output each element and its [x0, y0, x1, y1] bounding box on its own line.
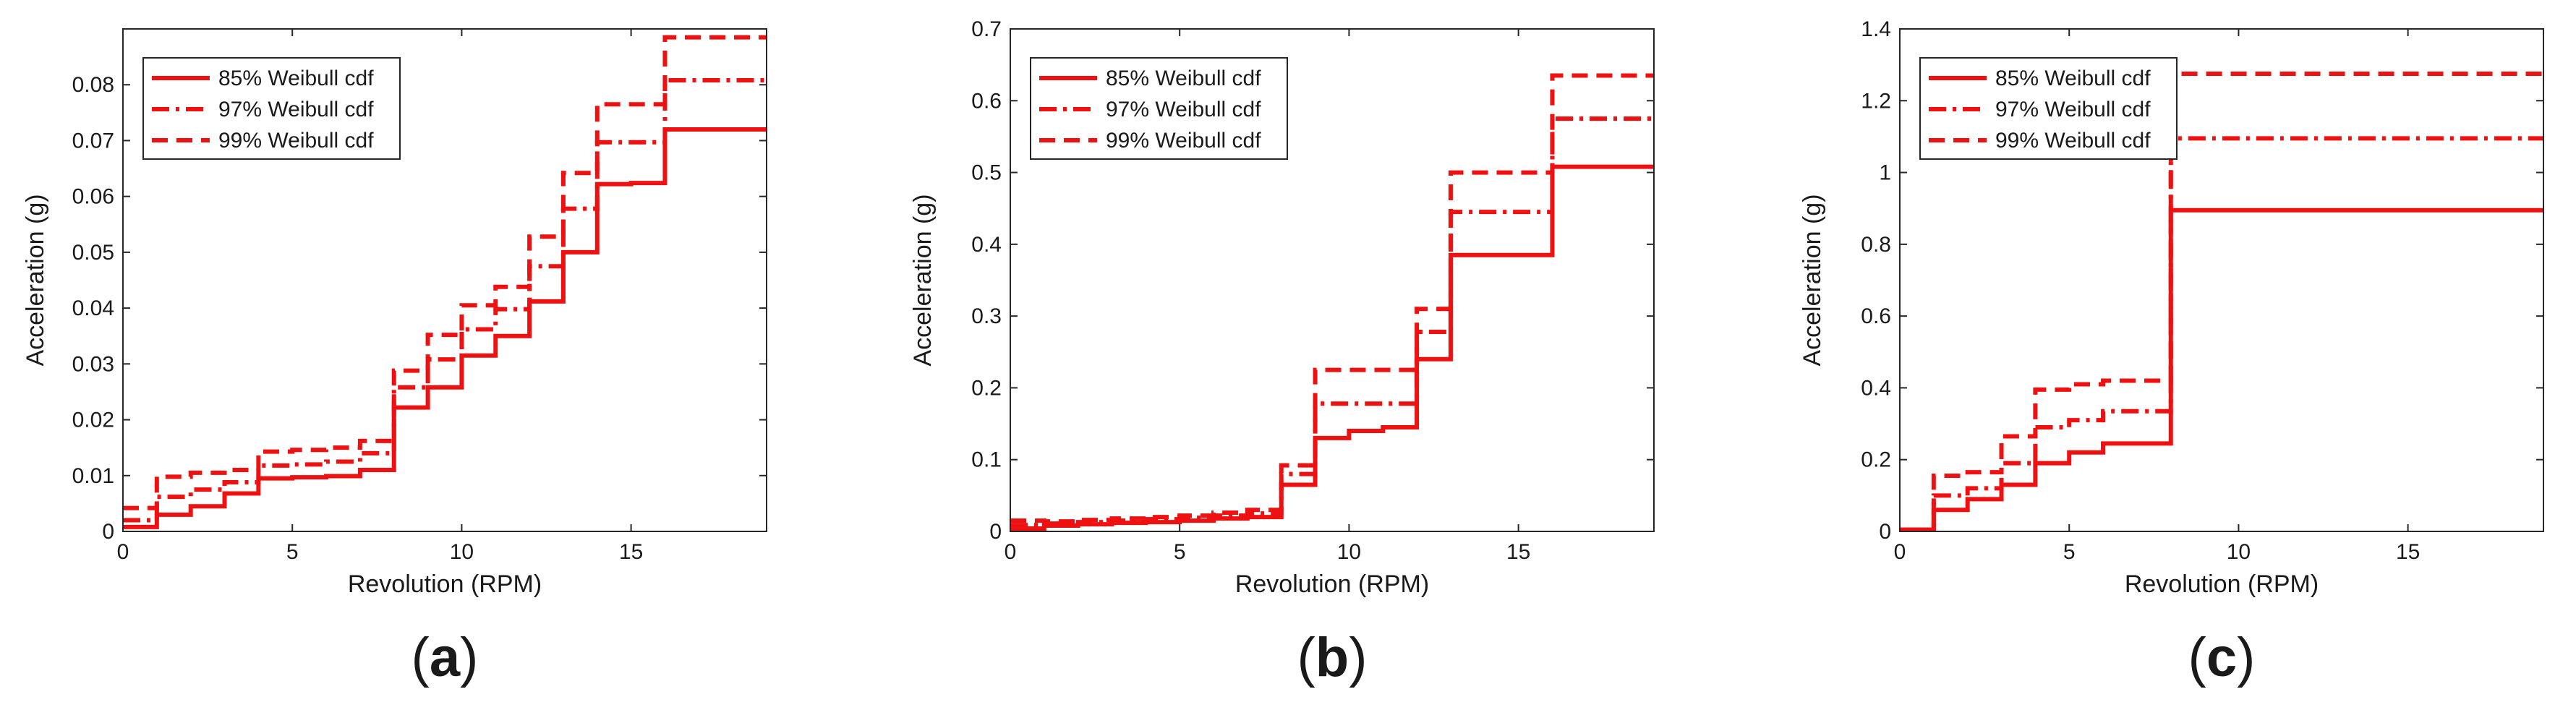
legend: 85% Weibull cdf 97% Weibull cdf 99% Weibul… [142, 57, 401, 160]
x-tick-label: 15 [1506, 540, 1530, 564]
panel-label: (a) [411, 627, 479, 688]
x-tick-label: 0 [1894, 540, 1906, 564]
chart-panel-b: 0 5 10 15 0 0.1 0.2 0.3 0.4 0.5 0.6 0.7 Revolution (… [909, 17, 1655, 598]
series-line-3 [123, 35, 767, 510]
legend-entry-label: 99% Weibull cdf [1106, 129, 1261, 153]
x-tick-label: 15 [2396, 540, 2420, 564]
y-tick-label: 0.08 [72, 73, 114, 97]
series-line-2 [1010, 116, 1654, 528]
x-axis-label: Revolution (RPM) [2125, 570, 2319, 598]
y-tick-label: 0.07 [72, 129, 114, 153]
x-tick-label: 5 [1174, 540, 1186, 564]
panel-letter: a [430, 627, 461, 688]
y-tick-label: 0.3 [971, 304, 1002, 328]
y-tick-label: 1 [1879, 161, 1891, 185]
panel-label: (c) [2188, 627, 2256, 688]
y-tick-label: 0.02 [72, 409, 114, 432]
series-line-2 [1900, 136, 2543, 531]
y-tick-label: 0.6 [971, 89, 1002, 113]
y-tick-label: 0 [989, 520, 1002, 544]
y-tick-label: 0.04 [72, 296, 114, 320]
legend-entry-label: 85% Weibull cdf [1995, 67, 2151, 90]
x-axis-label: Revolution (RPM) [348, 570, 542, 598]
y-tick-label: 0.2 [1861, 448, 1891, 472]
legend-entry-label: 97% Weibull cdf [1106, 98, 1261, 121]
plot-area-frame [122, 28, 767, 532]
legend-entry-label: 97% Weibull cdf [218, 98, 374, 121]
chart-panel-a: 0 5 10 15 0 0.01 0.02 0.03 0.04 0.05 0.06 0.07 0.08 R… [22, 28, 767, 598]
y-axis-label: Acceleration (g) [22, 194, 49, 366]
y-tick-label: 0.2 [971, 376, 1002, 400]
legend-entry-label: 85% Weibull cdf [1106, 67, 1261, 90]
x-tick-label: 0 [117, 540, 129, 564]
y-tick-label: 0.7 [971, 17, 1002, 41]
x-tick-label: 10 [2227, 540, 2251, 564]
series-line-1 [1900, 208, 2543, 531]
legend: 85% Weibull cdf 97% Weibull cdf 99% Weibul… [1919, 57, 2178, 160]
x-tick-label: 10 [450, 540, 474, 564]
y-tick-label: 0 [102, 520, 114, 544]
y-tick-label: 0.06 [72, 185, 114, 209]
y-tick-label: 0.8 [1861, 233, 1891, 257]
y-axis-label: Acceleration (g) [1799, 194, 1826, 366]
x-tick-label: 0 [1005, 540, 1017, 564]
x-tick-label: 5 [2063, 540, 2076, 564]
plot-area-frame [1010, 28, 1655, 532]
x-tick-label: 15 [619, 540, 643, 564]
legend-entry-label: 85% Weibull cdf [218, 67, 374, 90]
y-tick-label: 0.4 [1861, 376, 1891, 400]
series-line-3 [1010, 73, 1654, 524]
panel-label: (b) [1297, 627, 1367, 688]
x-axis-label: Revolution (RPM) [1235, 570, 1429, 598]
legend-entry-label: 99% Weibull cdf [218, 129, 374, 153]
series-line-1 [123, 127, 767, 529]
y-tick-label: 0.01 [72, 464, 114, 488]
chart-panel-c: 0 5 10 15 0 0.2 0.4 0.6 0.8 1 1.2 1.4 Revolution (RP… [1799, 17, 2544, 598]
y-tick-label: 0.05 [72, 241, 114, 265]
y-tick-label: 0.1 [971, 448, 1002, 472]
plot-area-frame [1899, 28, 2544, 532]
legend: 85% Weibull cdf 97% Weibull cdf 99% Weibul… [1030, 57, 1288, 160]
legend-entry-label: 97% Weibull cdf [1995, 98, 2151, 121]
series-line-1 [1010, 164, 1654, 531]
x-tick-label: 10 [1337, 540, 1361, 564]
y-axis-label: Acceleration (g) [909, 194, 937, 366]
y-tick-label: 0.4 [971, 233, 1002, 257]
panel-letter: c [2206, 627, 2237, 688]
y-tick-label: 1.4 [1861, 17, 1891, 41]
y-tick-label: 0.6 [1861, 304, 1891, 328]
x-tick-label: 5 [286, 540, 299, 564]
series-line-2 [123, 78, 767, 523]
series-line-3 [1900, 72, 2543, 531]
panel-letter: b [1315, 627, 1349, 688]
y-tick-label: 0 [1879, 520, 1891, 544]
y-tick-label: 0.5 [971, 161, 1002, 185]
legend-entry-label: 99% Weibull cdf [1995, 129, 2151, 153]
y-tick-label: 1.2 [1861, 89, 1891, 113]
y-tick-label: 0.03 [72, 352, 114, 376]
